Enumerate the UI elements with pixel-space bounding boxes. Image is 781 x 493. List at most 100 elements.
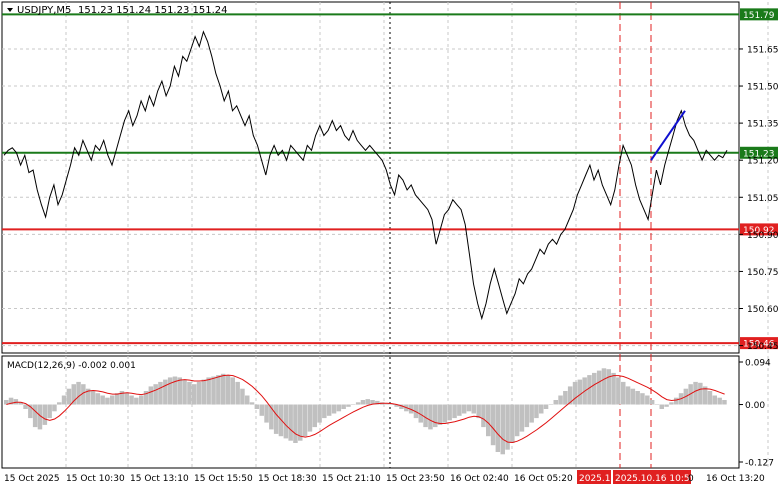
- macd-histogram-bar: [543, 404, 549, 409]
- macd-histogram-bar: [442, 404, 448, 423]
- level-label: 151.79: [743, 11, 775, 21]
- macd-histogram-bar: [698, 382, 703, 405]
- macd-histogram-bar: [674, 397, 679, 405]
- trend-line: [650, 110, 686, 161]
- macd-histogram-bar: [461, 404, 467, 414]
- dropdown-triangle-icon[interactable]: [7, 8, 13, 12]
- macd-histogram-bar: [437, 404, 443, 425]
- x-tick-label: 15 Oct 10:30: [66, 474, 125, 484]
- macd-histogram-bar: [85, 388, 91, 405]
- macd-histogram-bar: [167, 377, 173, 405]
- macd-histogram-bar: [66, 388, 72, 405]
- macd-histogram-bar: [288, 404, 293, 441]
- macd-histogram-bar: [341, 404, 346, 409]
- macd-histogram-bar: [572, 381, 578, 405]
- macd-histogram-bar: [57, 402, 62, 405]
- macd-histogram-bar: [182, 379, 187, 405]
- x-tick-label: 15 Oct 2025: [4, 474, 60, 484]
- macd-histogram-bar: [206, 377, 211, 405]
- macd-histogram-bar: [273, 404, 279, 434]
- macd-histogram-bar: [621, 381, 626, 405]
- macd-histogram-bar: [134, 397, 139, 405]
- level-label-bg: [740, 337, 778, 350]
- macd-histogram-bar: [664, 404, 669, 407]
- macd-histogram-bar: [606, 369, 611, 405]
- macd-histogram-bar: [596, 370, 602, 405]
- macd-histogram-bar: [587, 375, 592, 405]
- macd-histogram-bar: [351, 404, 356, 405]
- macd-histogram-bar: [611, 372, 616, 405]
- macd-histogram-bar: [471, 404, 476, 414]
- x-tick-label: 15 Oct 15:50: [194, 474, 253, 484]
- macd-histogram-bar: [298, 404, 303, 441]
- macd-histogram-bar: [264, 404, 269, 423]
- macd-histogram-bar: [635, 391, 640, 405]
- x-tick-highlight: [577, 470, 611, 484]
- macd-histogram-bar: [317, 404, 322, 423]
- ohlc-values: 151.23 151.24 151.23 151.24: [78, 5, 228, 16]
- level-label: 150.46: [743, 340, 775, 350]
- macd-histogram-bar: [702, 386, 708, 405]
- macd-histogram-bar: [225, 375, 231, 405]
- macd-histogram-bar: [211, 376, 216, 405]
- x-tick-label: 15 Oct 13:10: [130, 474, 189, 484]
- x-tick-label: 0: [688, 474, 694, 484]
- macd-histogram-bar: [47, 404, 52, 419]
- price-tick-label: 150.45: [747, 342, 779, 352]
- price-tick-label: 150.90: [747, 231, 779, 241]
- level-label-bg: [740, 146, 778, 159]
- macd-histogram-bar: [625, 386, 631, 405]
- macd-histogram-bar: [302, 404, 308, 437]
- macd-signal-line: [6, 374, 725, 444]
- price-tick-label: 150.60: [747, 305, 779, 315]
- price-tick-label: 151.65: [747, 45, 779, 55]
- macd-histogram-bar: [4, 400, 9, 405]
- x-tick-label: 16 Oct 05:20: [514, 474, 573, 484]
- macd-histogram-bar: [8, 397, 14, 405]
- macd-histogram-bar: [616, 377, 621, 405]
- macd-histogram-bar: [712, 395, 717, 405]
- macd-histogram-bar: [394, 404, 399, 407]
- macd-histogram-bar: [476, 404, 481, 419]
- macd-histogram-bar: [143, 391, 149, 405]
- macd-histogram-bar: [534, 404, 539, 419]
- macd-histogram-bar: [601, 368, 607, 405]
- macd-histogram-bar: [216, 375, 221, 405]
- y-axis: 151.65151.50151.35151.20151.05150.90150.…: [739, 45, 779, 469]
- macd-histogram-bar: [669, 402, 674, 405]
- x-tick-label: 2025.1: [579, 474, 611, 484]
- macd-histogram-bar: [312, 404, 317, 428]
- symbol-label: USDJPY,M5: [17, 5, 71, 16]
- price-tick-label: 150.75: [747, 268, 779, 278]
- macd-histogram-bar: [52, 404, 57, 412]
- macd-histogram-bar: [500, 404, 505, 455]
- macd-histogram-bar: [201, 379, 207, 405]
- macd-histogram-bar: [124, 393, 129, 405]
- macd-histogram-bar: [447, 404, 452, 421]
- macd-histogram-bar: [90, 391, 96, 405]
- macd-label: MACD(12,26,9) -0.002 0.001: [7, 361, 136, 371]
- macd-histogram-bar: [510, 404, 515, 443]
- macd-histogram-bar: [110, 395, 115, 405]
- macd-histogram-bar: [336, 404, 342, 412]
- macd-tick-label: 0.094: [745, 359, 771, 369]
- macd-histogram-bar: [630, 388, 636, 405]
- macd-histogram-bar: [42, 404, 48, 425]
- level-label: 150.92: [743, 226, 775, 236]
- trend-segment: [650, 110, 686, 161]
- macd-histogram-bar: [539, 404, 544, 414]
- macd-histogram-bar: [114, 393, 120, 405]
- macd-histogram-bar: [326, 404, 332, 416]
- macd-histogram-bar: [529, 404, 534, 423]
- macd-histogram-bar: [105, 397, 110, 405]
- macd-histogram-bar: [457, 404, 462, 416]
- x-tick-label: 15 Oct 23:50: [386, 474, 445, 484]
- macd-histogram-bar: [331, 404, 337, 414]
- macd-histogram-bar: [654, 404, 660, 405]
- macd-histogram-bar: [375, 400, 380, 405]
- price-series: [3, 30, 728, 321]
- macd-histogram-bar: [466, 404, 472, 412]
- macd-histogram-bar: [307, 404, 313, 432]
- macd-histogram-bar: [18, 402, 23, 405]
